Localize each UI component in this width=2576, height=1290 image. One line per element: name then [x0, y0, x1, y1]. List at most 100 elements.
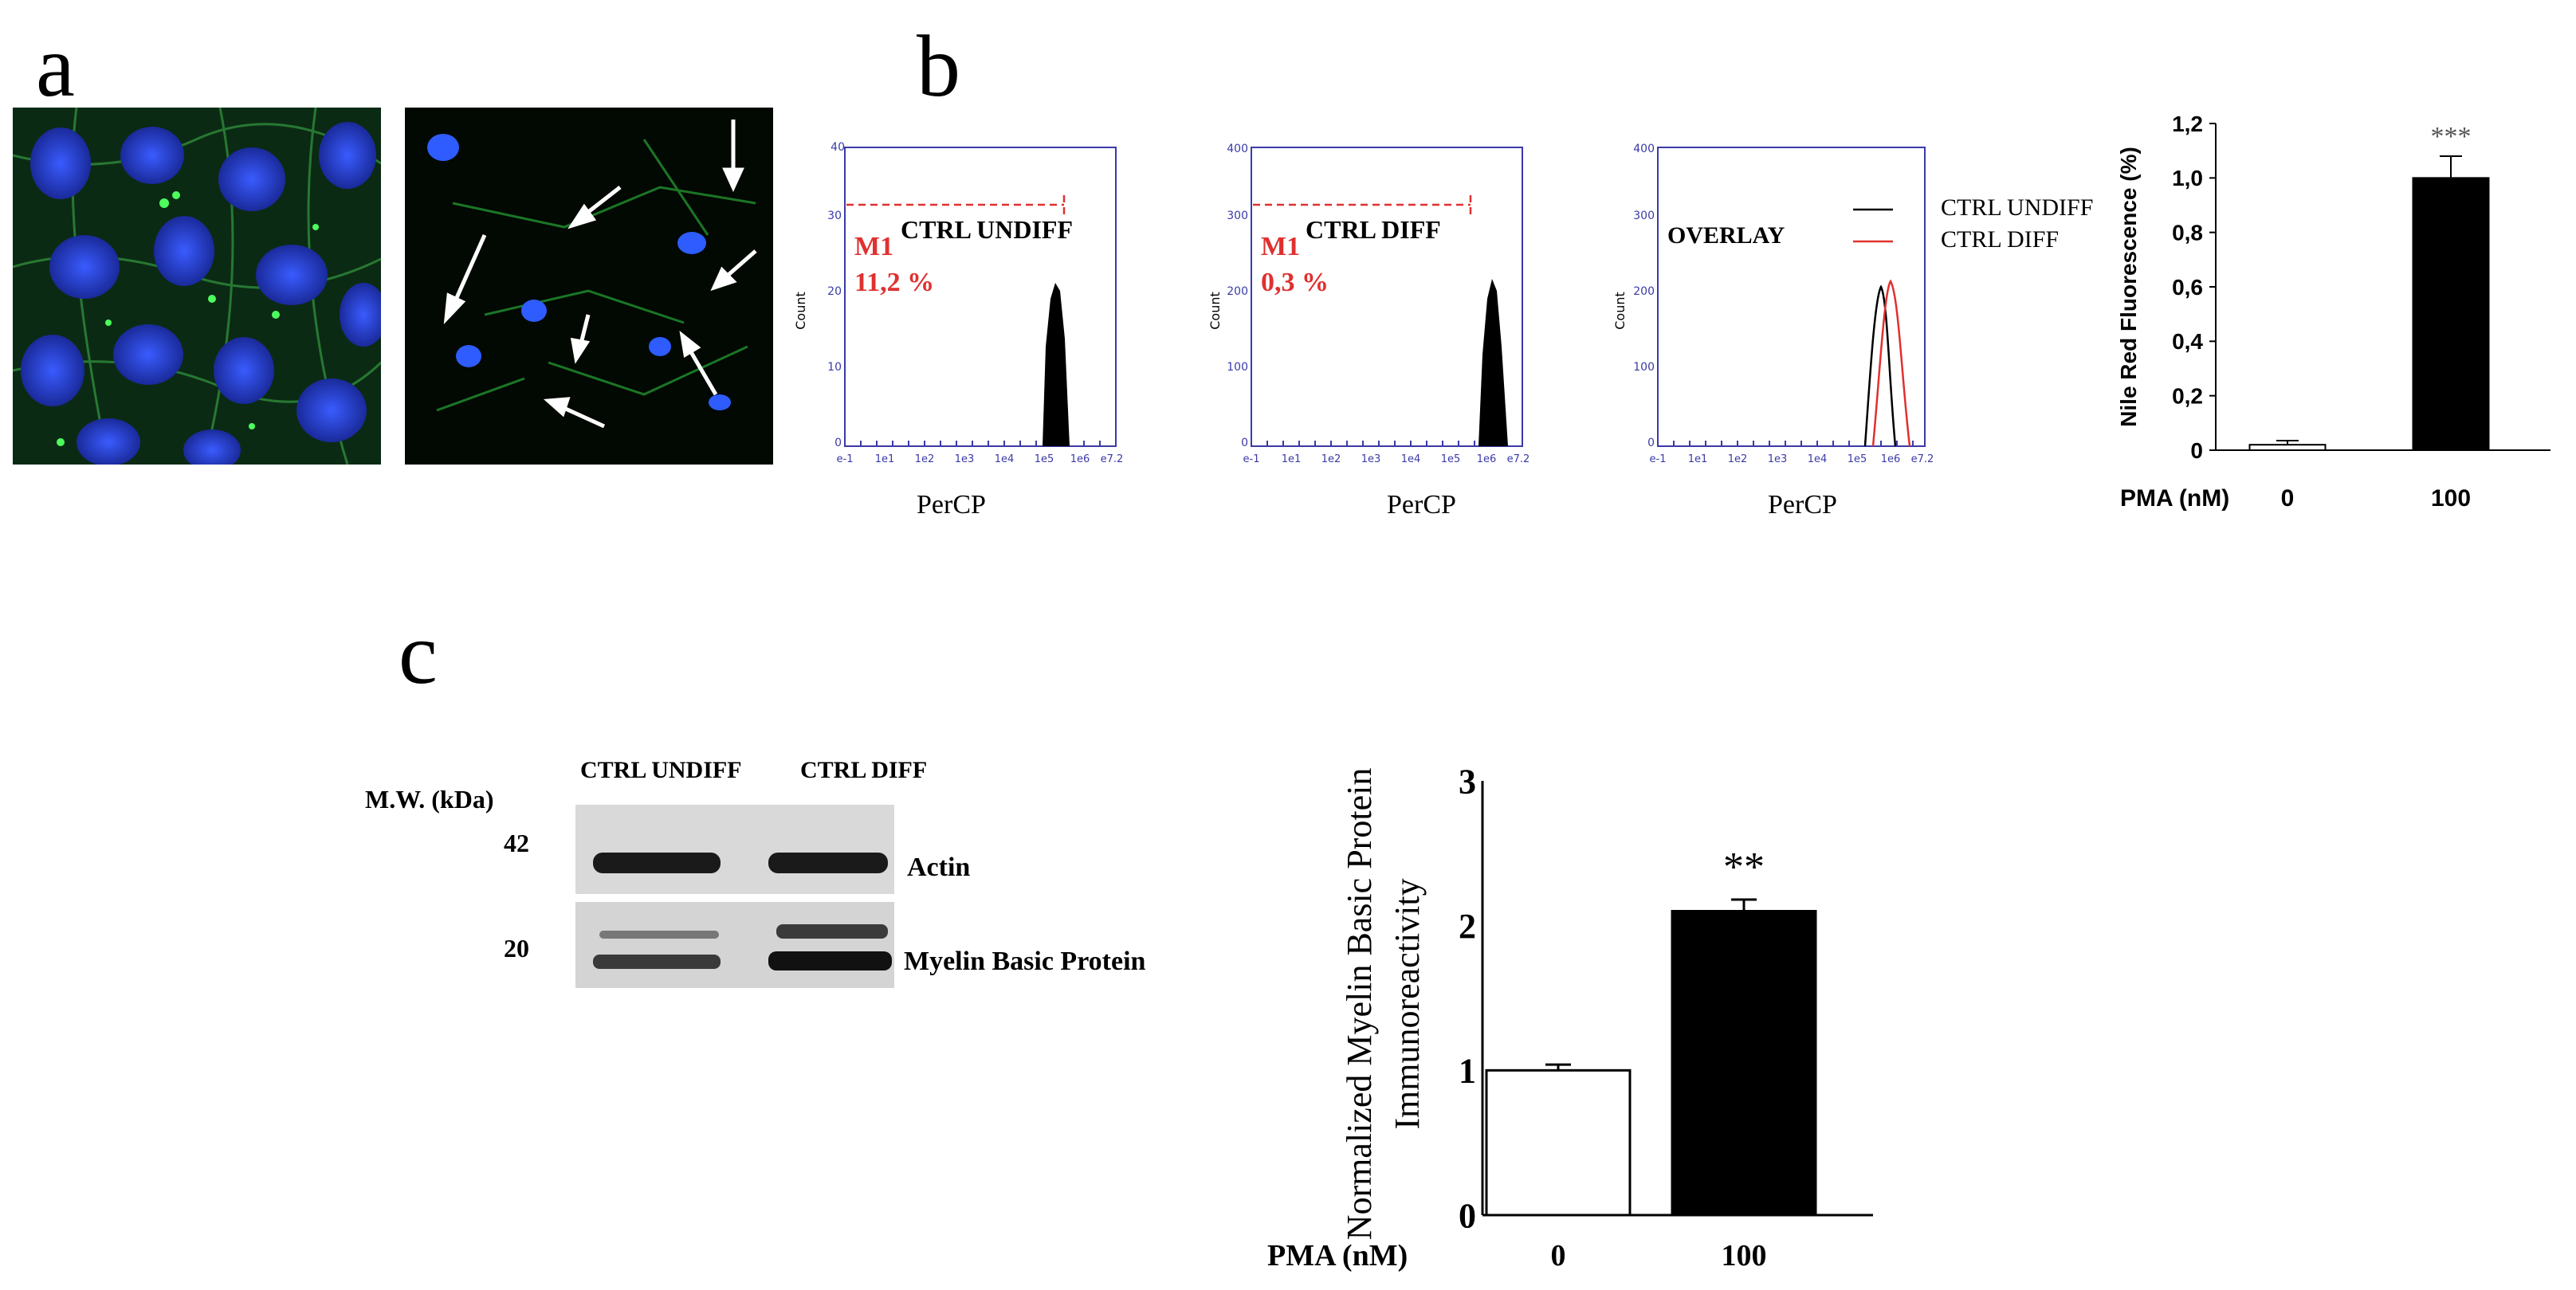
xtick: 1e6 [1477, 453, 1497, 465]
histogram-3-svg: 400 300 200 100 0 Count e-1 1e1 1e2 1e3 … [1612, 143, 1934, 465]
category-label: 0 [1551, 1239, 1566, 1272]
gate-m1 [846, 195, 1066, 215]
y-tick-label: 0 [1459, 1196, 1476, 1235]
ytick: 0 [834, 437, 842, 449]
micrograph-undifferentiated [13, 108, 381, 465]
ytick: 10 [827, 361, 842, 374]
xtick: 1e2 [1728, 453, 1748, 465]
y-axis-label: Count [1208, 292, 1223, 330]
xtick: 1e5 [1848, 453, 1867, 465]
xtick: 1e1 [1688, 453, 1708, 465]
xtick: 1e5 [1035, 453, 1054, 465]
x-minor-ticks [1673, 441, 1914, 446]
mw-label: M.W. (kDa) [365, 785, 494, 814]
histogram-2-svg: 400 300 200 100 0 Count e-1 1e1 1e2 1e3 … [1208, 143, 1530, 465]
legend-label-diff: CTRL DIFF [1941, 226, 2060, 253]
panel-b-letter: b [917, 18, 960, 115]
significance-annotation: *** [2431, 122, 2472, 151]
bar-0 [2248, 444, 2327, 451]
bar-100 [2412, 177, 2490, 451]
ytick: 40 [831, 141, 845, 154]
x-axis-prefix: PMA (nM) [2120, 485, 2229, 512]
category-label: 0 [2281, 485, 2295, 512]
y-axis-label: Count [1612, 292, 1628, 330]
y-axis-label: Count [793, 292, 808, 330]
lane-label-undiff: CTRL UNDIFF [580, 757, 742, 783]
y-tick-label: 3 [1459, 762, 1476, 801]
y-axis-label-line2: Immunoreactivity [1388, 878, 1427, 1129]
xtick: e-1 [1650, 453, 1667, 465]
ytick: 20 [827, 285, 842, 298]
mw-actin: 42 [504, 829, 529, 857]
band-mbp-upper-diff [776, 924, 888, 939]
histogram-ctrl-diff: 400 300 200 100 0 Count e-1 1e1 1e2 1e3 … [1204, 139, 1554, 482]
y-tick-label: 0,2 [2172, 383, 2203, 408]
y-tick-label: 0 [2190, 438, 2203, 463]
micrograph-differentiated [405, 108, 773, 465]
overlay-curve-undiff [1863, 284, 1897, 447]
y-tick-label: 1,0 [2172, 166, 2203, 190]
blot-strip-mbp [575, 902, 894, 988]
ytick: 100 [1227, 361, 1248, 374]
micrograph-diff-svg [405, 108, 773, 465]
bar-chart-mbp: 0 1 2 3 0 100 ** PMA (nM) Normalized Myelin Basi… [1243, 621, 1881, 1283]
x-axis-label-hist-2: PerCP [1387, 490, 1456, 520]
xtick: e7.2 [1507, 453, 1530, 465]
lane-label-diff: CTRL DIFF [800, 757, 928, 783]
xtick: e-1 [1243, 453, 1260, 465]
x-minor-ticks [1266, 441, 1507, 446]
gate-label: M1 [1261, 232, 1300, 261]
y-axis-label-line1: Normalized Myelin Basic Protein [1340, 768, 1379, 1241]
histogram-ctrl-undiff: 40 30 20 10 0 Count e-1 1e1 1e2 1e3 1e4 … [789, 139, 1140, 482]
overlay-curve-diff [1871, 279, 1911, 447]
ytick: 30 [827, 210, 842, 222]
category-label: 100 [1722, 1239, 1767, 1272]
histogram-peak [1478, 279, 1508, 446]
ytick: 300 [1227, 210, 1248, 222]
band-mbp-lower-undiff [593, 955, 721, 969]
gate-percent: 0,3 % [1261, 268, 1329, 297]
ytick: 400 [1227, 143, 1248, 155]
xtick: 1e3 [1361, 453, 1381, 465]
x-axis-label-hist-3: PerCP [1768, 490, 1837, 520]
y-tick-label: 0,6 [2172, 275, 2203, 300]
gate-percent: 11,2 % [854, 268, 934, 297]
xtick: 1e1 [1282, 453, 1302, 465]
xtick: e7.2 [1101, 453, 1124, 465]
blot-strip-actin [575, 805, 894, 894]
xtick: 1e3 [955, 453, 975, 465]
western-blot [575, 805, 894, 988]
panel-a-letter: a [36, 18, 75, 115]
ytick: 300 [1633, 210, 1655, 222]
gate-m1 [1253, 195, 1472, 215]
bar-0 [1485, 1068, 1632, 1217]
panel-c-letter: c [399, 605, 438, 702]
micrograph-undiff-svg [13, 108, 381, 465]
ytick: 400 [1633, 143, 1655, 155]
histogram-overlay: 400 300 200 100 0 Count e-1 1e1 1e2 1e3 … [1602, 139, 1985, 482]
band-mbp-lower-diff [768, 951, 892, 970]
xtick: 1e4 [995, 453, 1015, 465]
ytick: 0 [1647, 437, 1655, 449]
y-tick-label: 1 [1459, 1052, 1476, 1091]
band-name-mbp: Myelin Basic Protein [904, 947, 1146, 976]
xtick: e7.2 [1911, 453, 1934, 465]
mw-mbp: 20 [504, 934, 529, 963]
ytick: 0 [1241, 437, 1248, 449]
western-blot-svg [575, 805, 894, 988]
axes-frame [1251, 147, 1523, 447]
y-tick-label: 2 [1459, 907, 1476, 946]
xtick: e-1 [837, 453, 854, 465]
ytick: 100 [1633, 361, 1655, 374]
y-tick-label: 0,8 [2172, 220, 2203, 245]
ytick: 200 [1227, 285, 1248, 298]
category-label: 100 [2431, 485, 2471, 512]
bar-100 [1671, 910, 1817, 1217]
y-tick-label: 0,4 [2172, 329, 2203, 354]
xtick: 1e2 [1321, 453, 1341, 465]
histogram-1-svg: 40 30 20 10 0 Count e-1 1e1 1e2 1e3 1e4 … [793, 141, 1124, 465]
band-name-actin: Actin [907, 853, 971, 882]
band-actin-diff [768, 853, 888, 873]
xtick: 1e1 [875, 453, 895, 465]
x-axis-label-hist-1: PerCP [917, 490, 986, 520]
